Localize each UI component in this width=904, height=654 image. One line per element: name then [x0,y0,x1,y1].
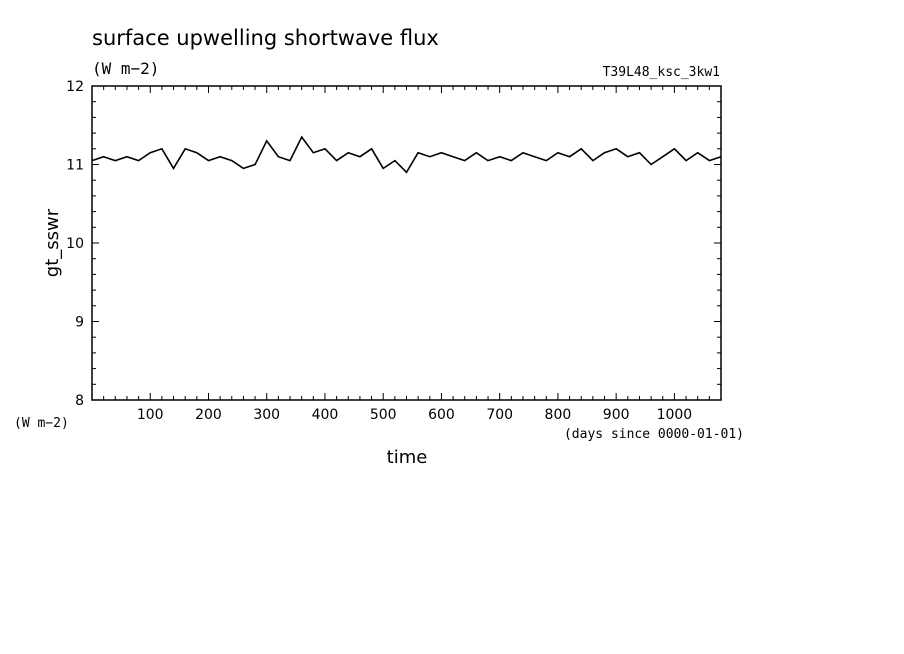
y-axis-label: gt_sswr [42,208,63,277]
plot-frame [91,85,722,401]
axis-ticks [92,86,721,400]
x-tick-label: 1000 [657,407,693,423]
x-tick-labels: 100 200 300 400 500 600 700 800 900 1000 [137,407,692,423]
chart-title: surface upwelling shortwave flux [92,26,439,50]
x-axis-label: time [387,447,428,468]
y-tick-label: 9 [75,315,84,331]
y-tick-labels: 8 9 10 11 12 [66,79,84,409]
y-tick-label: 10 [66,236,84,252]
x-axis-units: (days since 0000-01-01) [564,427,744,442]
title-units: (W m−2) [92,59,159,78]
y-axis-units: (W m−2) [14,416,69,431]
x-tick-label: 200 [195,407,222,423]
x-tick-label: 100 [137,407,164,423]
run-label: T39L48_ksc_3kw1 [603,65,720,80]
x-tick-label: 800 [545,407,572,423]
y-tick-label: 8 [75,393,84,409]
x-tick-label: 900 [603,407,630,423]
x-tick-label: 400 [312,407,339,423]
x-tick-label: 500 [370,407,397,423]
x-tick-label: 300 [253,407,280,423]
x-tick-label: 600 [428,407,455,423]
series-line [91,135,722,174]
x-tick-label: 700 [486,407,513,423]
y-tick-label: 11 [66,158,84,174]
y-tick-label: 12 [66,79,84,95]
